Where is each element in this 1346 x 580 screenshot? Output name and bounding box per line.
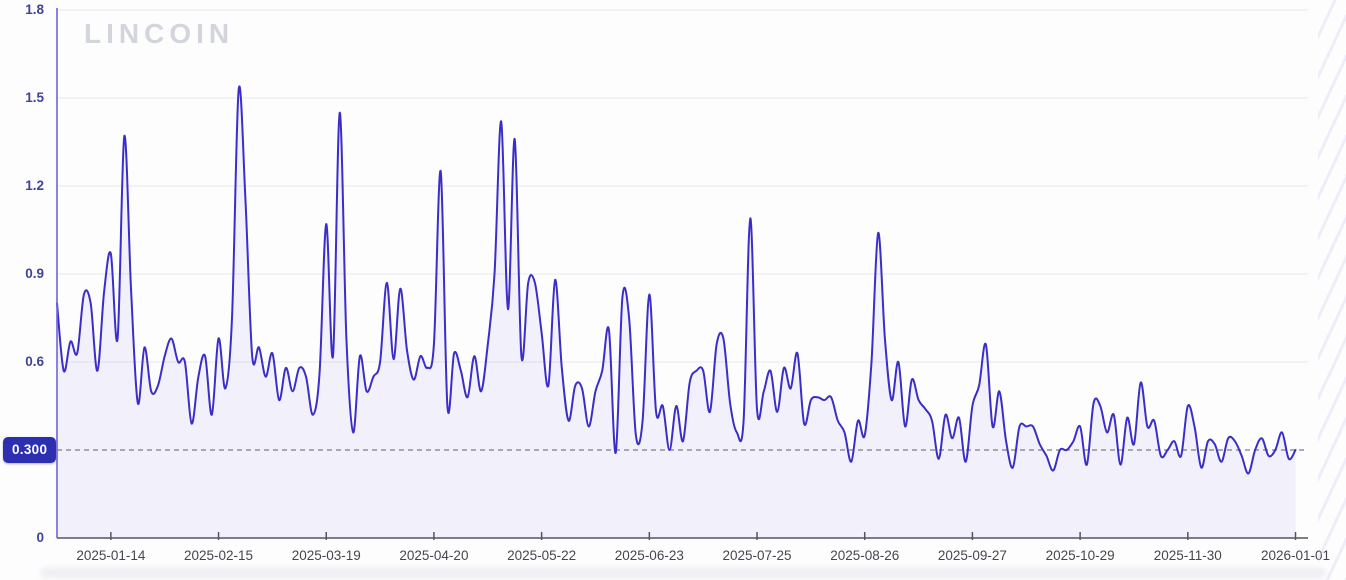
series-area-fill — [57, 86, 1296, 539]
x-tick-label: 2025-01-14 — [76, 548, 146, 563]
y-tick-label: 0 — [36, 530, 44, 545]
y-tick-label: 0.6 — [25, 354, 44, 369]
y-tick-label: 0.9 — [25, 266, 44, 281]
x-tick-label: 2026-01-01 — [1260, 548, 1331, 563]
x-tick-label: 2025-06-23 — [614, 548, 684, 563]
x-tick-label: 2025-11-30 — [1153, 548, 1222, 563]
x-tick-label: 2025-03-19 — [291, 548, 361, 563]
x-tick-label: 2025-02-15 — [184, 548, 254, 563]
y-tick-label: 1.8 — [25, 1, 44, 17]
x-tick-label: 2025-09-27 — [937, 548, 1007, 563]
y-tick-label: 1.2 — [25, 178, 44, 193]
watermark: LINCOIN — [84, 18, 235, 49]
x-tick-label: 2025-07-25 — [722, 548, 792, 563]
x-tick-label: 2025-04-20 — [399, 548, 469, 563]
y-tick-label: 1.5 — [25, 90, 44, 105]
series-line — [56, 85, 1297, 475]
x-tick-label: 2025-08-26 — [830, 548, 900, 563]
threshold-badge: 0.300 — [3, 437, 57, 463]
x-tick-label: 2025-05-22 — [507, 548, 577, 563]
x-tick-label: 2025-10-29 — [1045, 548, 1115, 563]
